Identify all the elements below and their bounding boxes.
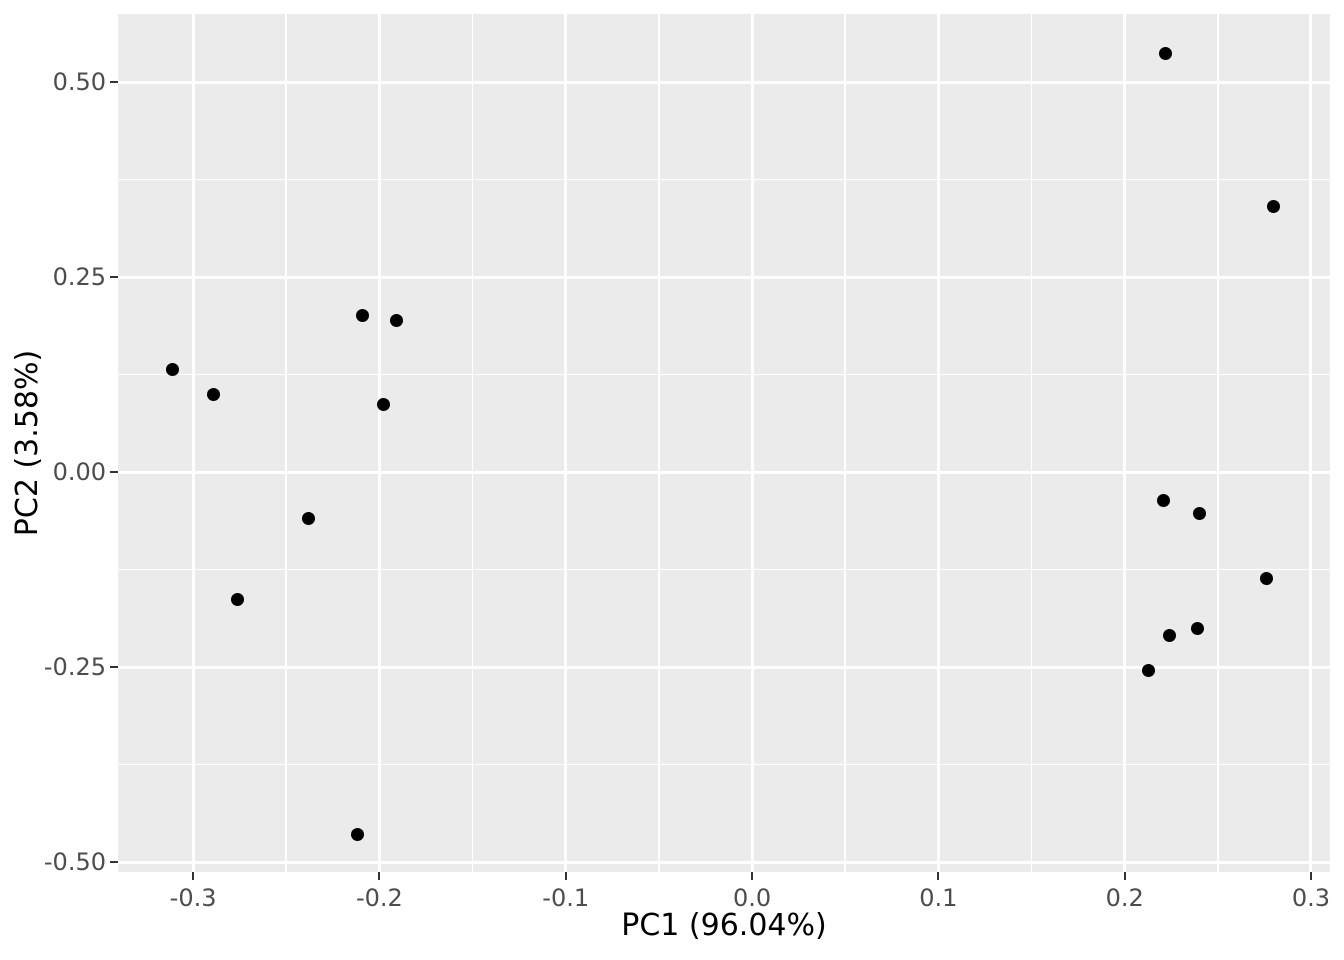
- data-point: [166, 363, 180, 377]
- data-point: [356, 308, 370, 322]
- major-gridline-horizontal: [118, 80, 1330, 84]
- x-tick-label: -0.2: [355, 884, 403, 912]
- y-axis-tick: [110, 276, 118, 279]
- plot-panel: [118, 14, 1330, 872]
- x-axis-title: PC1 (96.04%): [621, 908, 827, 943]
- x-axis-tick: [192, 872, 195, 880]
- y-tick-label: -0.25: [43, 653, 106, 682]
- minor-gridline-vertical: [658, 14, 660, 872]
- major-gridline-horizontal: [118, 665, 1330, 669]
- y-tick-label: 0.00: [52, 458, 106, 487]
- y-tick-label: 0.50: [52, 68, 106, 97]
- data-point: [302, 511, 316, 525]
- minor-gridline-horizontal: [118, 568, 1330, 571]
- x-axis-tick: [751, 872, 754, 880]
- minor-gridline-vertical: [471, 14, 474, 872]
- data-point: [389, 314, 403, 328]
- minor-gridline-vertical: [1030, 14, 1033, 872]
- minor-gridline-horizontal: [118, 178, 1330, 181]
- y-axis-tick: [110, 861, 118, 864]
- y-axis-tick: [110, 471, 118, 474]
- major-gridline-horizontal: [118, 470, 1330, 474]
- minor-gridline-vertical: [844, 14, 846, 872]
- major-gridline-vertical: [191, 14, 195, 872]
- x-tick-label: -0.3: [169, 884, 217, 912]
- x-axis-tick: [1309, 872, 1312, 880]
- y-tick-label: -0.50: [43, 848, 106, 877]
- data-point: [1162, 628, 1176, 642]
- x-tick-label: -0.1: [542, 884, 590, 912]
- data-point: [1190, 621, 1204, 635]
- major-gridline-vertical: [750, 14, 754, 872]
- data-point: [1267, 200, 1281, 214]
- data-point: [350, 828, 364, 842]
- data-point: [1142, 664, 1156, 678]
- minor-gridline-vertical: [1217, 14, 1219, 872]
- x-axis-tick: [1123, 872, 1126, 880]
- data-point: [1259, 571, 1273, 585]
- major-gridline-vertical: [936, 14, 940, 872]
- major-gridline-horizontal: [118, 860, 1330, 864]
- data-point: [1159, 47, 1173, 61]
- major-gridline-vertical: [377, 14, 381, 872]
- y-tick-label: 0.25: [52, 263, 106, 292]
- data-point: [207, 388, 221, 402]
- data-point: [1192, 506, 1206, 520]
- x-tick-label: 0.0: [732, 884, 772, 912]
- minor-gridline-vertical: [285, 14, 287, 872]
- x-tick-label: 0.2: [1105, 884, 1144, 912]
- major-gridline-horizontal: [118, 275, 1330, 279]
- x-axis-tick: [937, 872, 940, 880]
- data-point: [376, 397, 390, 411]
- y-axis-title: PC2 (3.58%): [10, 349, 45, 537]
- y-axis-tick: [110, 666, 118, 669]
- x-tick-label: 0.3: [1291, 884, 1331, 912]
- minor-gridline-horizontal: [118, 373, 1330, 376]
- data-point: [1157, 493, 1171, 507]
- x-axis-tick: [378, 872, 381, 880]
- major-gridline-vertical: [1123, 14, 1127, 872]
- data-point: [231, 593, 245, 607]
- x-tick-label: 0.1: [919, 884, 958, 912]
- x-axis-tick: [564, 872, 567, 880]
- minor-gridline-horizontal: [118, 763, 1330, 766]
- major-gridline-vertical: [564, 14, 568, 872]
- major-gridline-vertical: [1309, 14, 1313, 872]
- y-axis-tick: [110, 81, 118, 84]
